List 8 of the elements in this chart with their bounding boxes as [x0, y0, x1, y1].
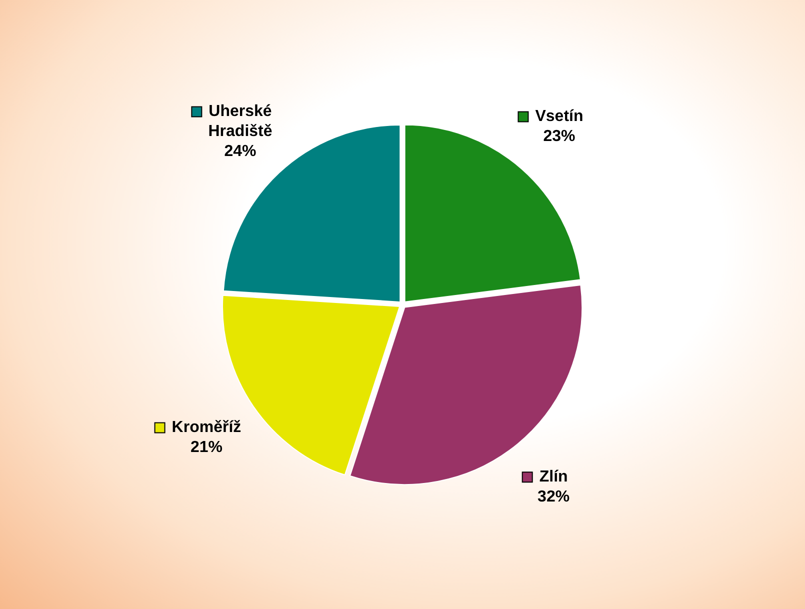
data-label: 32%: [538, 488, 570, 506]
legend-label: Zlín: [539, 468, 568, 486]
data-label: 23%: [543, 128, 576, 146]
data-label: 24%: [224, 143, 256, 160]
legend-label: Vsetín: [535, 108, 584, 126]
legend-label: Kroměříž: [172, 419, 242, 436]
legend-label: Uherské Hradiště: [208, 103, 272, 140]
data-label: 21%: [190, 439, 222, 456]
